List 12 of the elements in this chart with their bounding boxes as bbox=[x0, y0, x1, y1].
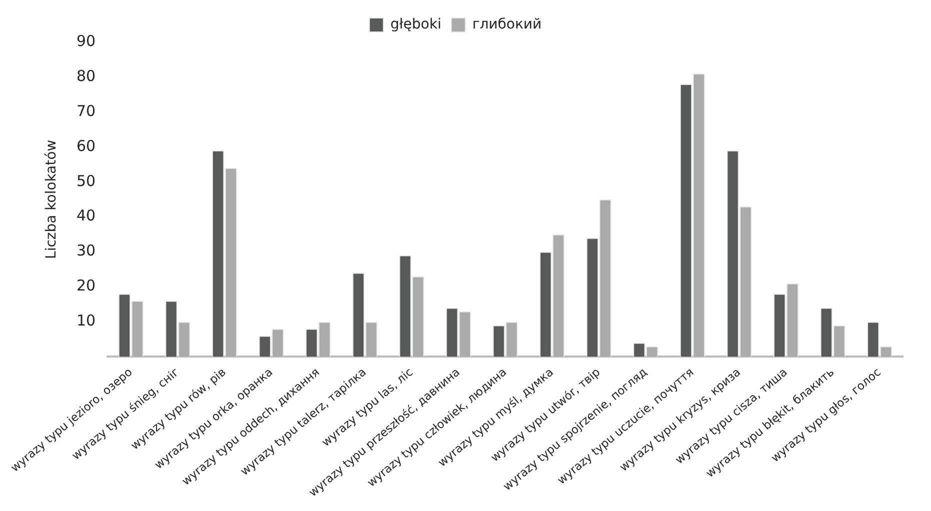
legend-label: глибокий bbox=[472, 16, 542, 33]
y-tick-label: 60 bbox=[76, 136, 96, 155]
y-tick-label: 30 bbox=[76, 242, 96, 260]
y-tick-label: 40 bbox=[76, 206, 96, 225]
y-tick-label: 20 bbox=[76, 276, 96, 295]
y-tick-label: 10 bbox=[76, 312, 96, 330]
y-tick-label: 50 bbox=[76, 172, 96, 190]
y-tick-label: 90 bbox=[76, 32, 96, 50]
y-tick-label: 80 bbox=[76, 66, 96, 85]
y-axis-title: Liczba kolokatów bbox=[44, 140, 60, 259]
legend-label: głęboki bbox=[390, 16, 442, 33]
y-tick-label: 70 bbox=[76, 102, 96, 120]
